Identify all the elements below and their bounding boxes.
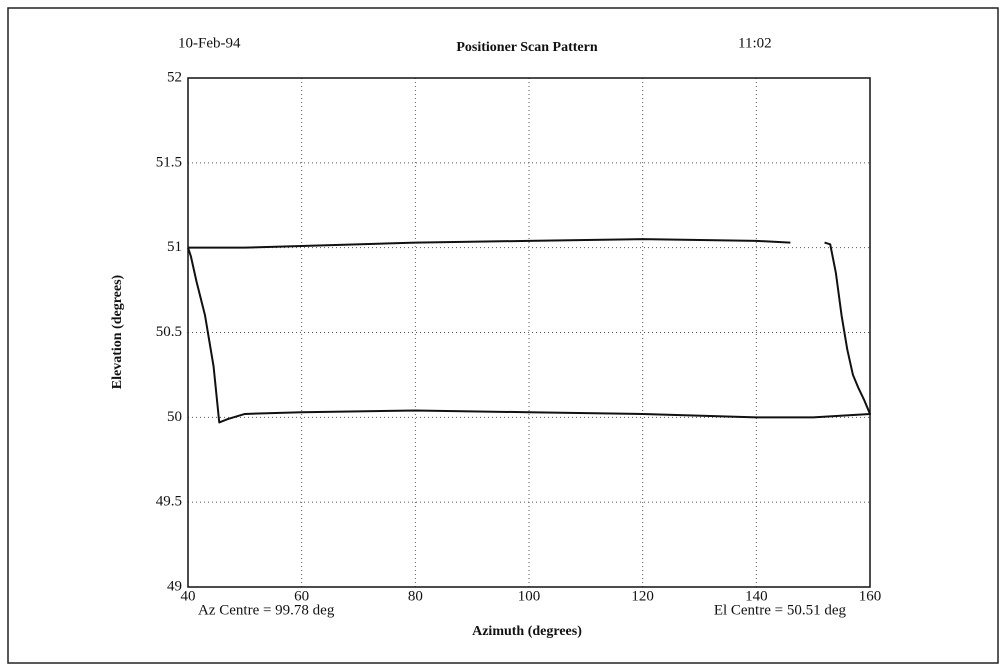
y-tick-label: 51 [167, 239, 182, 255]
x-tick-label: 100 [518, 588, 541, 604]
date: 10-Feb-94 [178, 35, 241, 51]
x-tick-label: 120 [631, 588, 654, 604]
y-tick-label: 49 [167, 578, 182, 594]
x-tick-label: 140 [745, 588, 768, 604]
y-tick-label: 50 [167, 409, 182, 425]
x-tick-label: 80 [408, 588, 423, 604]
x-tick-label: 40 [181, 588, 196, 604]
annotation: El Centre = 50.51 deg [714, 602, 847, 618]
x-tick-label: 160 [859, 588, 882, 604]
y-tick-label: 51.5 [156, 154, 182, 170]
scan-line [187, 238, 871, 424]
x-tick-label: 60 [294, 588, 309, 604]
annotation: Az Centre = 99.78 deg [198, 602, 335, 618]
x-axis-label: Azimuth (degrees) [472, 624, 582, 639]
chart-title: Positioner Scan Pattern [456, 40, 597, 55]
y-tick-label: 49.5 [156, 494, 182, 510]
time: 11:02 [738, 35, 772, 51]
y-tick-label: 52 [167, 69, 182, 85]
y-axis-label: Elevation (degrees) [110, 274, 125, 389]
plot-frame [187, 77, 871, 588]
page-frame [7, 7, 999, 664]
y-tick-label: 50.5 [156, 324, 182, 340]
